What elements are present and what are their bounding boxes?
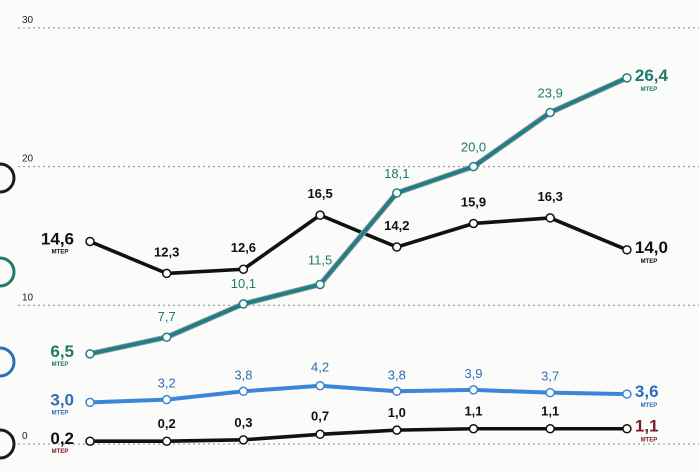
data-point [468, 385, 479, 395]
y-tick-label: 10 [22, 292, 34, 303]
data-point [85, 236, 95, 247]
data-label-end: 26,4 [635, 66, 669, 85]
data-point [622, 423, 632, 434]
legend-marker [0, 428, 16, 460]
data-point [545, 213, 555, 223]
data-point [622, 389, 632, 399]
data-point [161, 394, 172, 405]
legend-marker [0, 256, 16, 288]
data-point [238, 299, 249, 309]
data-label-start: 0,2 [50, 429, 74, 448]
data-point [315, 429, 325, 440]
data-point [392, 188, 402, 198]
data-label: 14,2 [384, 218, 409, 233]
unit-label: МТЕР [52, 362, 69, 368]
data-label: 12,6 [231, 240, 256, 255]
data-point [161, 436, 172, 446]
data-label: 3,2 [158, 376, 176, 391]
series-line [89, 213, 628, 276]
data-label-end: 14,0 [635, 238, 668, 257]
legend-marker [0, 346, 16, 378]
data-point [161, 332, 172, 342]
data-label: 18,1 [384, 166, 409, 181]
data-point [622, 245, 632, 255]
data-label: 12,3 [154, 244, 179, 259]
data-label: 7,7 [158, 309, 176, 324]
unit-label: МТЕР [641, 87, 658, 93]
unit-label: МТЕР [641, 403, 658, 409]
data-point [85, 349, 95, 359]
series-line [90, 426, 627, 444]
data-label-end: 3,6 [635, 382, 659, 401]
data-point [315, 380, 325, 391]
series-line [89, 76, 628, 356]
unit-label: МТЕР [52, 410, 69, 416]
data-label: 3,8 [388, 367, 406, 382]
data-point [392, 386, 402, 397]
data-point [85, 397, 95, 408]
data-label: 16,3 [538, 189, 563, 204]
data-point [315, 210, 325, 220]
data-point [238, 264, 249, 274]
data-point [468, 423, 479, 434]
data-point [315, 279, 325, 290]
unit-label: МТЕР [641, 259, 658, 265]
data-label: 23,9 [538, 86, 563, 101]
data-label: 11,5 [308, 252, 332, 267]
data-label: 10,1 [231, 276, 256, 291]
data-label: 4,2 [311, 360, 329, 375]
data-point [545, 107, 555, 118]
data-point [238, 386, 249, 397]
data-point [468, 218, 479, 229]
data-point [468, 161, 479, 172]
data-point [392, 242, 402, 252]
data-point [545, 387, 555, 398]
data-label: 3,8 [234, 367, 252, 382]
data-label: 0,7 [311, 408, 329, 423]
data-label: 1,1 [464, 404, 482, 419]
data-point [161, 268, 172, 279]
unit-label: МТЕР [641, 438, 658, 444]
unit-label: МТЕР [52, 249, 69, 255]
data-label: 15,9 [461, 194, 486, 209]
data-label: 16,5 [307, 186, 332, 201]
data-label-start: 3,0 [50, 390, 74, 409]
data-point [545, 423, 555, 434]
data-label: 20,0 [461, 140, 486, 155]
data-label: 0,2 [158, 416, 176, 431]
y-tick-label: 30 [22, 15, 34, 26]
y-tick-label: 0 [22, 431, 28, 442]
unit-label: МТЕР [52, 449, 69, 455]
data-label-end: 1,1 [635, 417, 659, 436]
data-point [238, 435, 249, 445]
legend-marker [0, 162, 16, 194]
data-label: 1,0 [388, 405, 406, 420]
series-line [89, 383, 627, 405]
data-label: 0,3 [234, 415, 252, 430]
y-tick-label: 20 [22, 154, 34, 165]
data-label: 1,1 [541, 404, 559, 419]
data-label: 3,7 [541, 369, 559, 384]
data-label-start: 6,5 [50, 342, 74, 361]
data-point [392, 425, 402, 435]
data-label-start: 14,6 [41, 229, 74, 248]
data-label: 3,9 [464, 366, 482, 381]
data-point [622, 73, 632, 83]
data-point [85, 436, 95, 446]
